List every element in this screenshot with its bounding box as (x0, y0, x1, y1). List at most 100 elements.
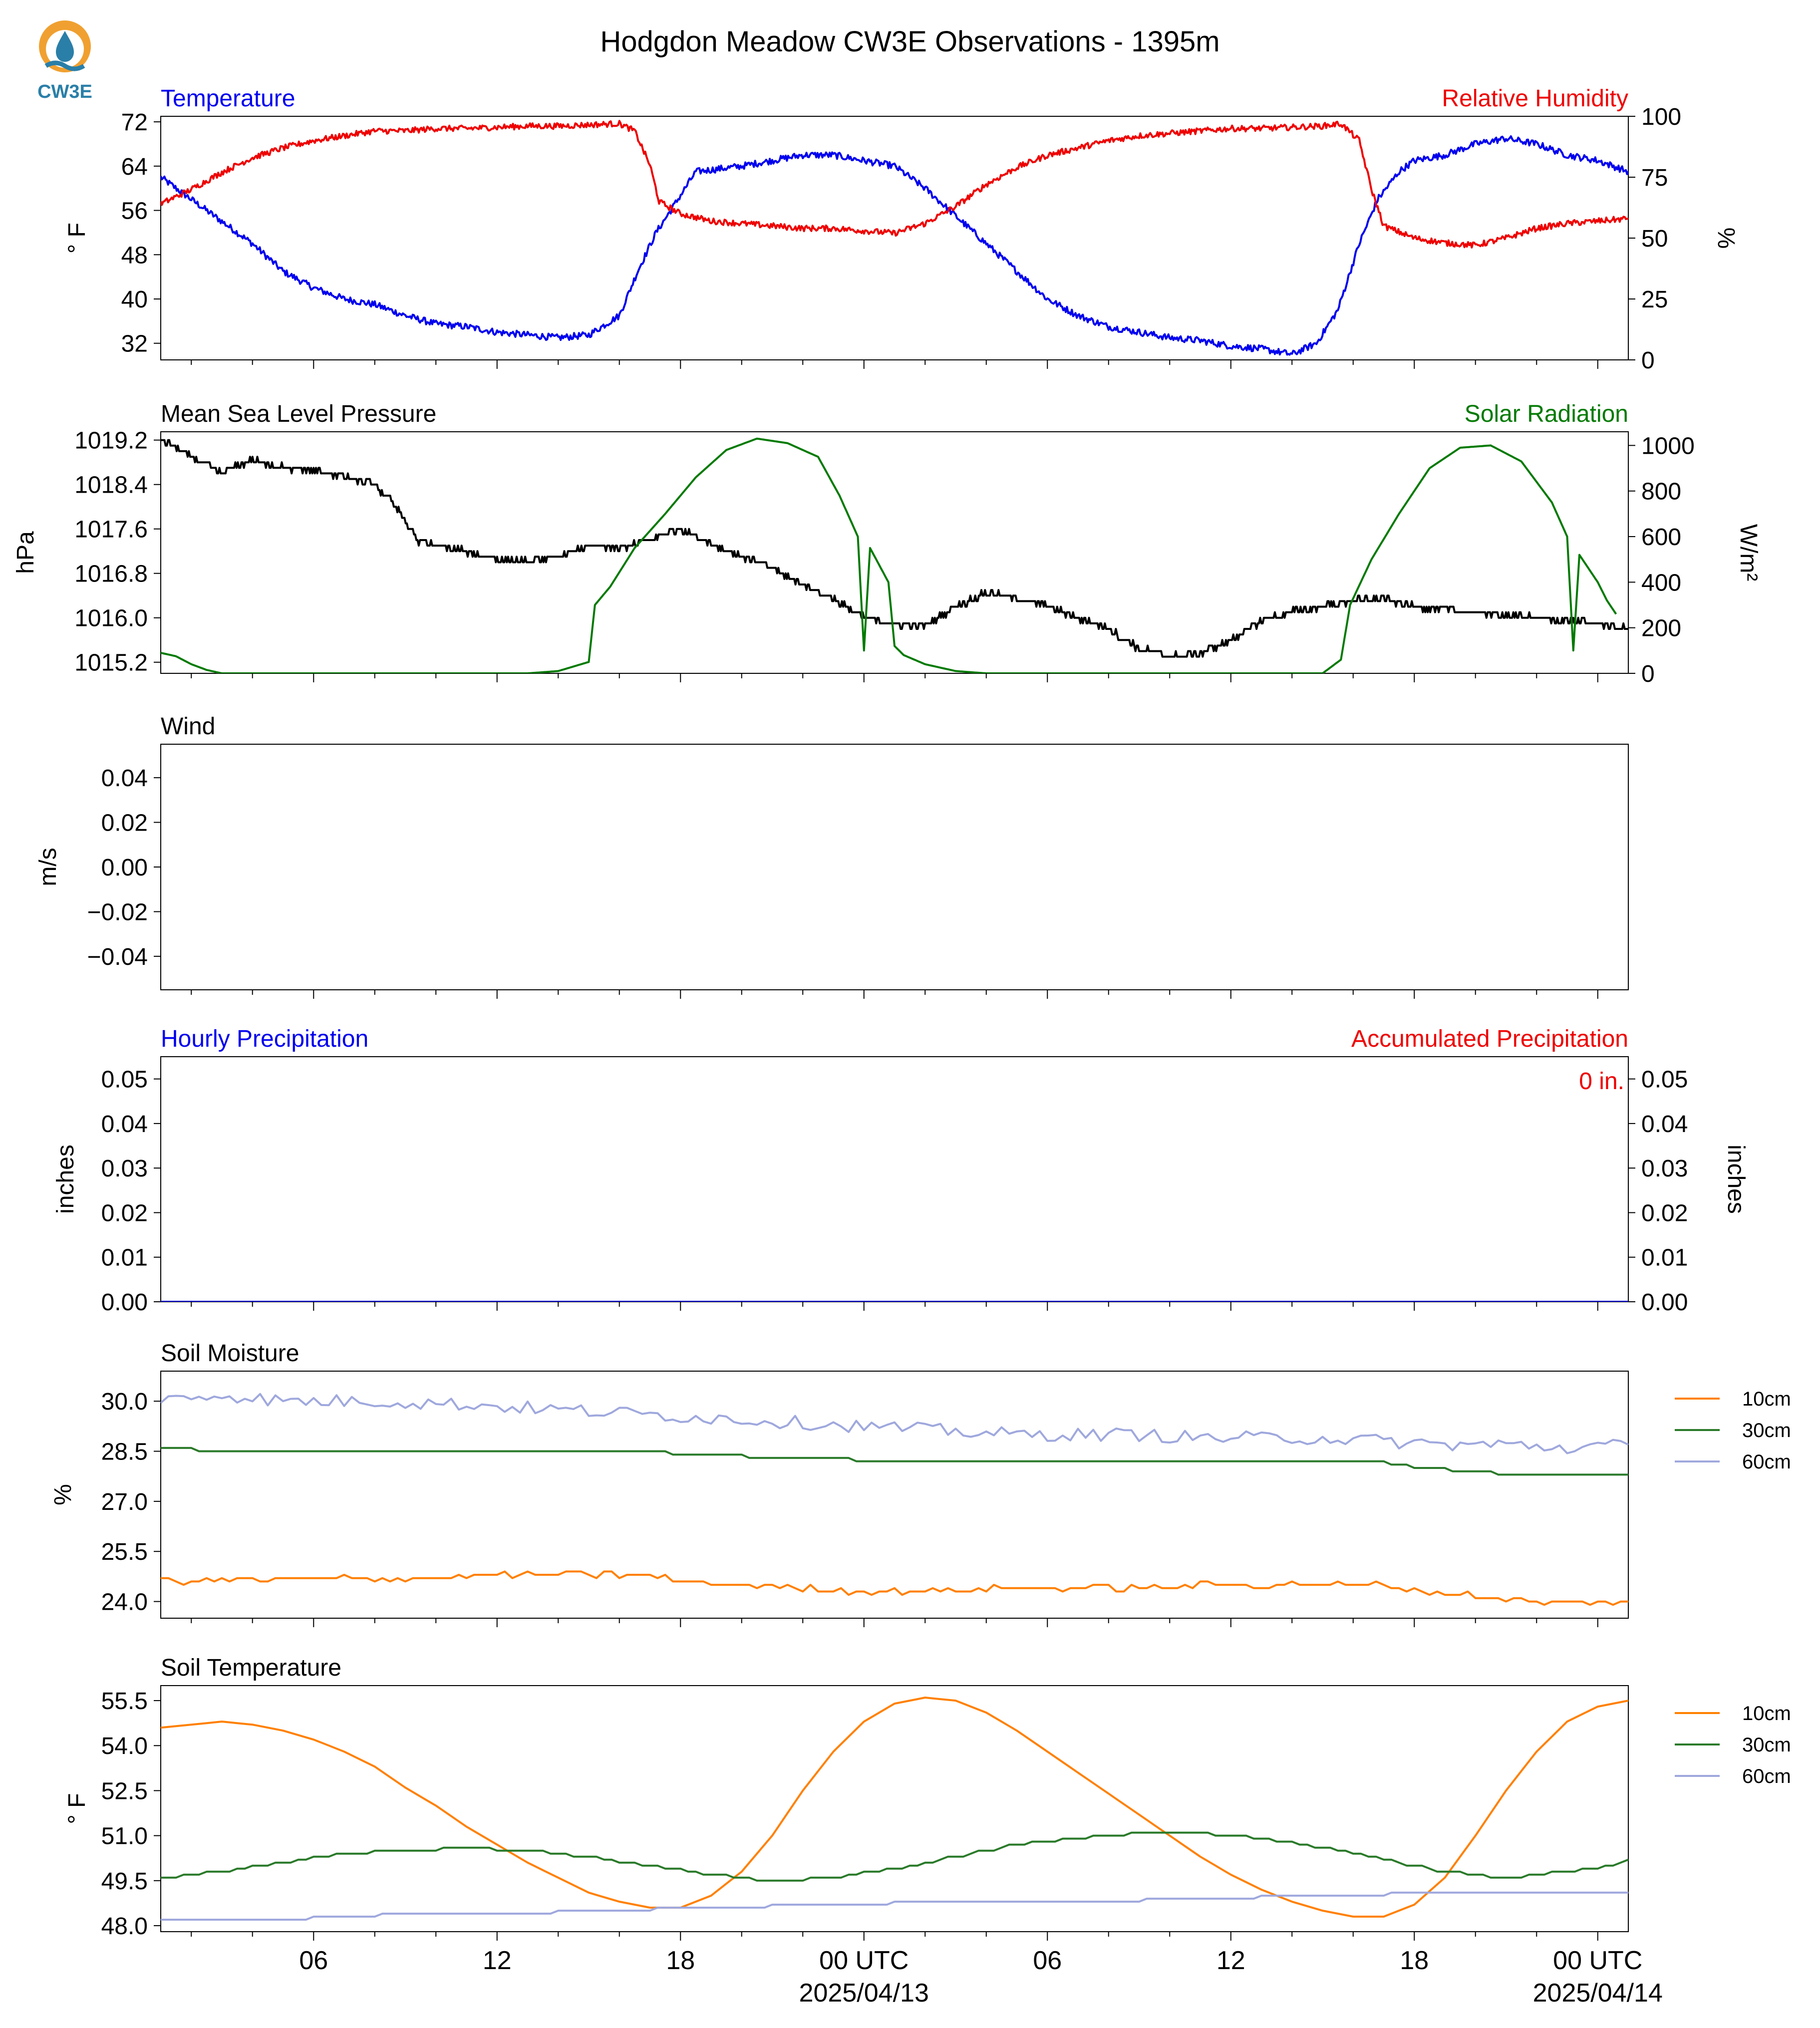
y-tick-label: 0.02 (101, 1200, 148, 1226)
y-tick-label: 40 (121, 287, 148, 313)
y-axis-label: hPa (12, 531, 39, 574)
y-tick-label: 52.5 (101, 1778, 148, 1804)
panel-pressure_solar: Mean Sea Level Pressure Solar Radiation 10… (12, 401, 1762, 687)
y-tick-label: 25.5 (101, 1539, 148, 1565)
legend-label: 10cm (1742, 1388, 1791, 1410)
y-tick-label: 0.00 (101, 1289, 148, 1316)
plot-frame (160, 1371, 1629, 1619)
panel-title-left: Hourly Precipitation (161, 1026, 368, 1052)
x-tick-label: 12 (1216, 1946, 1245, 1975)
page-title: Hodgdon Meadow CW3E Observations - 1395m (600, 25, 1219, 58)
y-tick-label: 1016.0 (74, 605, 148, 632)
series-line-30cm (161, 1831, 1628, 1882)
y-tick-label: 64 (121, 154, 148, 180)
y2-tick-label: 0.04 (1641, 1111, 1688, 1138)
y2-tick-label: 0.02 (1641, 1200, 1688, 1226)
y2-tick-label: 1000 (1641, 433, 1695, 459)
y-tick-label: 1016.8 (74, 561, 148, 587)
y-tick-label: 51.0 (101, 1823, 148, 1850)
panel-title-right: Relative Humidity (1442, 85, 1628, 112)
y-tick-label: 72 (121, 109, 148, 136)
panel-title-left: Soil Moisture (161, 1340, 299, 1367)
y-axis-label: m/s (35, 848, 61, 886)
series-line-30cm (161, 1447, 1628, 1476)
y-axis-label: ° F (64, 223, 90, 254)
y-tick-label: −0.02 (87, 899, 148, 925)
y-tick-label: 55.5 (101, 1688, 148, 1715)
panel-soil_moisture: Soil Moisture 24.0 25.5 27.0 28.5 30.0% 10cm 30… (50, 1340, 1791, 1627)
y2-tick-label: 100 (1641, 104, 1681, 130)
y2-tick-label: 400 (1641, 570, 1681, 596)
y2-tick-label: 0.01 (1641, 1245, 1688, 1271)
panel-soil_temp: Soil Temperature 48.0 49.5 51.0 52.5 54.0 55.5… (64, 1655, 1791, 1941)
y2-tick-label: 0 (1641, 347, 1655, 374)
y-tick-label: 0.02 (101, 810, 148, 837)
legend-label: 30cm (1742, 1420, 1791, 1442)
x-tick-label: 00 UTC (819, 1946, 909, 1975)
y-tick-label: 24.0 (101, 1589, 148, 1616)
legend: 10cm 30cm 60cm (1675, 1703, 1791, 1787)
legend-label: 30cm (1742, 1734, 1791, 1756)
panel-title-left: Wind (161, 713, 215, 740)
y2-axis-label: W/m² (1735, 524, 1762, 581)
y-tick-label: 28.5 (101, 1439, 148, 1465)
y2-tick-label: 800 (1641, 479, 1681, 505)
plot-frame (160, 1685, 1629, 1932)
y-tick-label: 1017.6 (74, 517, 148, 543)
panels: Temperature Relative Humidity 32 40 48 56 64 72… (12, 85, 1791, 2008)
y2-tick-label: 50 (1641, 226, 1668, 252)
y-tick-label: 0.05 (101, 1067, 148, 1093)
y2-tick-label: 200 (1641, 615, 1681, 642)
legend-label: 60cm (1742, 1451, 1791, 1473)
x-date-label: 2025/04/13 (799, 1979, 929, 2008)
series-line-blue (161, 135, 1628, 356)
y2-tick-label: 0.05 (1641, 1067, 1688, 1093)
series-group (161, 120, 1628, 356)
y-tick-label: −0.04 (87, 944, 148, 970)
y-tick-label: 1019.2 (74, 428, 148, 454)
series-group (161, 1393, 1628, 1606)
y2-axis-label: % (1713, 228, 1739, 249)
x-date-label: 2025/04/14 (1533, 1979, 1663, 2008)
series-line-60cm (161, 1393, 1628, 1454)
legend: 10cm 30cm 60cm (1675, 1388, 1791, 1473)
y-axis-label: inches (52, 1145, 79, 1214)
series-group (161, 1697, 1628, 1921)
series-line-green (161, 437, 1617, 673)
logo-text: CW3E (37, 81, 92, 102)
panel-title-right: Solar Radiation (1465, 401, 1628, 427)
panel-title-left: Soil Temperature (161, 1655, 341, 1681)
y2-tick-label: 0.03 (1641, 1156, 1688, 1182)
cw3e-logo: CW3E (37, 20, 92, 102)
y-tick-label: 1015.2 (74, 650, 148, 676)
y-tick-label: 30.0 (101, 1389, 148, 1415)
y2-tick-label: 0 (1641, 661, 1655, 687)
series-group (161, 437, 1628, 673)
y-tick-label: 32 (121, 331, 148, 357)
water-drop-sun-icon (39, 20, 91, 72)
panel-wind: Wind −0.04 −0.02 0.00 0.02 0.04 m/s (35, 713, 1629, 999)
x-tick-label: 06 (299, 1946, 328, 1975)
y-tick-label: 48.0 (101, 1913, 148, 1940)
y-tick-label: 0.00 (101, 855, 148, 881)
x-tick-label: 18 (666, 1946, 695, 1975)
y-tick-label: 48 (121, 242, 148, 269)
panel-title-right: Accumulated Precipitation (1351, 1026, 1628, 1052)
y-tick-label: 1018.4 (74, 472, 148, 499)
y-tick-label: 0.01 (101, 1245, 148, 1271)
x-tick-label: 12 (483, 1946, 512, 1975)
y2-tick-label: 25 (1641, 287, 1668, 313)
y-tick-label: 56 (121, 198, 148, 225)
panel-temp_rh: Temperature Relative Humidity 32 40 48 56 64 72… (64, 85, 1739, 374)
precip-total-annotation: 0 in. (1579, 1068, 1624, 1095)
legend-label: 10cm (1742, 1703, 1791, 1725)
y-axis-label: % (50, 1484, 76, 1505)
y-tick-label: 0.03 (101, 1156, 148, 1182)
y-tick-label: 0.04 (101, 1111, 148, 1138)
series-line-10cm (161, 1570, 1628, 1606)
x-tick-label: 06 (1033, 1946, 1062, 1975)
panel-title-left: Mean Sea Level Pressure (161, 401, 436, 427)
x-tick-label: 00 UTC (1553, 1946, 1642, 1975)
legend-label: 60cm (1742, 1765, 1791, 1787)
